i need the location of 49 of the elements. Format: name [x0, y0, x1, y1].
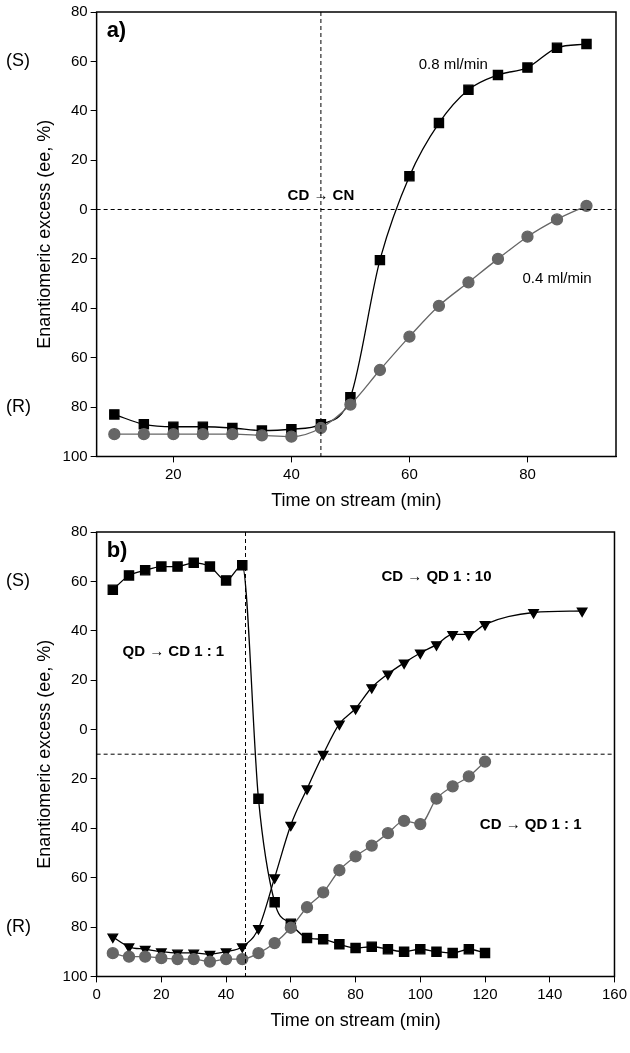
y-tick-label: 40 — [70, 100, 88, 118]
x-tick-label: 160 — [601, 984, 627, 1002]
y-tick-label: 40 — [70, 818, 88, 836]
series-label: 0.8 ml/min — [418, 55, 488, 73]
x-tick-label: 120 — [472, 984, 498, 1002]
x-tick-label: 80 — [519, 464, 536, 482]
chart-title: a) — [106, 17, 127, 43]
y-axis-title: Enantiomeric excess (ee, %) — [33, 119, 54, 349]
x-tick-label: 20 — [165, 464, 182, 482]
y-tick-label: 0 — [79, 719, 88, 737]
y-tick-label: 20 — [70, 670, 88, 688]
text: (S) — [6, 570, 30, 591]
chart-title: b) — [106, 537, 128, 563]
y-tick-label: 20 — [70, 249, 88, 267]
y-tick-label: 60 — [70, 867, 88, 885]
y-tick-label: 80 — [70, 397, 88, 415]
x-tick-label: 60 — [401, 464, 418, 482]
y-tick-label: 20 — [70, 150, 88, 168]
y-tick-label: 60 — [70, 347, 88, 365]
y-tick-label: 60 — [70, 571, 88, 589]
x-tick-label: 140 — [537, 984, 563, 1002]
text: (R) — [6, 915, 31, 936]
x-tick-label: 40 — [283, 464, 300, 482]
x-tick-label: 40 — [217, 984, 235, 1002]
text: (S) — [6, 50, 30, 71]
x-tick-label: 100 — [407, 984, 433, 1002]
series-label: QD → CD 1 : 1 — [122, 642, 225, 660]
text: CD → QD 1 : 1 — [479, 815, 582, 833]
y-tick-label: 80 — [70, 522, 88, 540]
y-tick-label: 0 — [79, 199, 88, 217]
x-tick-label: 80 — [347, 984, 364, 1002]
y-tick-label: 80 — [70, 917, 88, 935]
text: CD → QD 1 : 10 — [381, 566, 492, 584]
y-tick-label: 80 — [70, 2, 88, 20]
x-tick-label: 20 — [153, 984, 170, 1002]
ref-line-label: CD → CN — [287, 186, 355, 204]
x-tick-label: 60 — [282, 984, 300, 1002]
x-axis-title: Time on stream (min) — [270, 1010, 441, 1031]
x-axis-title: Time on stream (min) — [271, 490, 442, 511]
y-tick-label: 60 — [70, 51, 88, 69]
y-tick-label: 40 — [70, 620, 88, 638]
x-tick-label: 0 — [92, 984, 101, 1002]
series-label: 0.4 ml/min — [522, 268, 592, 286]
y-tick-label: 100 — [62, 446, 88, 464]
text: (R) — [6, 395, 31, 416]
y-tick-label: 40 — [70, 298, 88, 316]
y-tick-label: 20 — [70, 769, 88, 787]
y-tick-label: 100 — [62, 966, 88, 984]
y-axis-title: Enantiomeric excess (ee, %) — [33, 639, 54, 869]
